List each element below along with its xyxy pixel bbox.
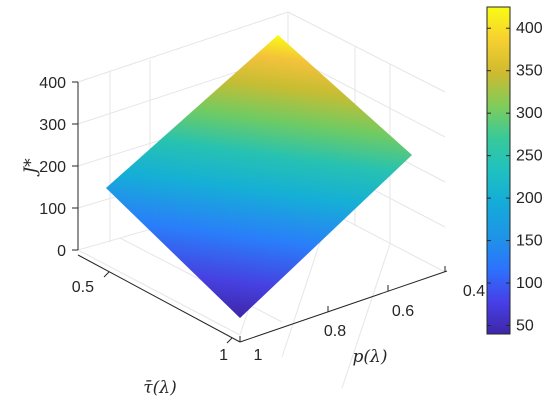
z-tick-label: 0 — [57, 243, 66, 260]
colorbar-tick-label: 250 — [516, 148, 543, 165]
colorbar-tick-label: 100 — [516, 275, 543, 292]
x-tick-label: 1 — [254, 347, 263, 364]
axes — [72, 81, 448, 344]
colorbar-tick-label: 300 — [516, 105, 543, 122]
y-axis-line — [77, 254, 241, 343]
colorbar: 50 100 150 200 250 300 350 400 — [486, 6, 543, 335]
z-tick-label: 400 — [39, 75, 66, 92]
y-tick-label: 0.5 — [72, 279, 94, 296]
surface — [106, 35, 412, 318]
x-axis-label: p(λ) — [353, 347, 388, 367]
x-axis-line — [239, 270, 448, 343]
colorbar-tick-label: 400 — [516, 20, 543, 37]
y-axis-label: τ̄(λ) — [143, 378, 176, 398]
z-tick-label: 100 — [39, 201, 66, 218]
colorbar-tick-label: 50 — [516, 318, 534, 335]
z-tick-label: 200 — [39, 159, 66, 176]
surface-patch — [106, 35, 412, 318]
x-tick-label: 0.6 — [392, 303, 414, 320]
colorbar-tick-label: 150 — [516, 233, 543, 250]
colorbar-gradient — [486, 6, 511, 335]
colorbar-tick-label: 200 — [516, 190, 543, 207]
x-tick-label: 0.8 — [324, 323, 346, 340]
y-tick-label: 1 — [219, 347, 228, 364]
colorbar-tick-label: 350 — [516, 63, 543, 80]
z-tick-label: 300 — [39, 117, 66, 134]
z-axis-label: J* — [21, 158, 41, 177]
x-tick-label: 0.4 — [463, 283, 485, 300]
